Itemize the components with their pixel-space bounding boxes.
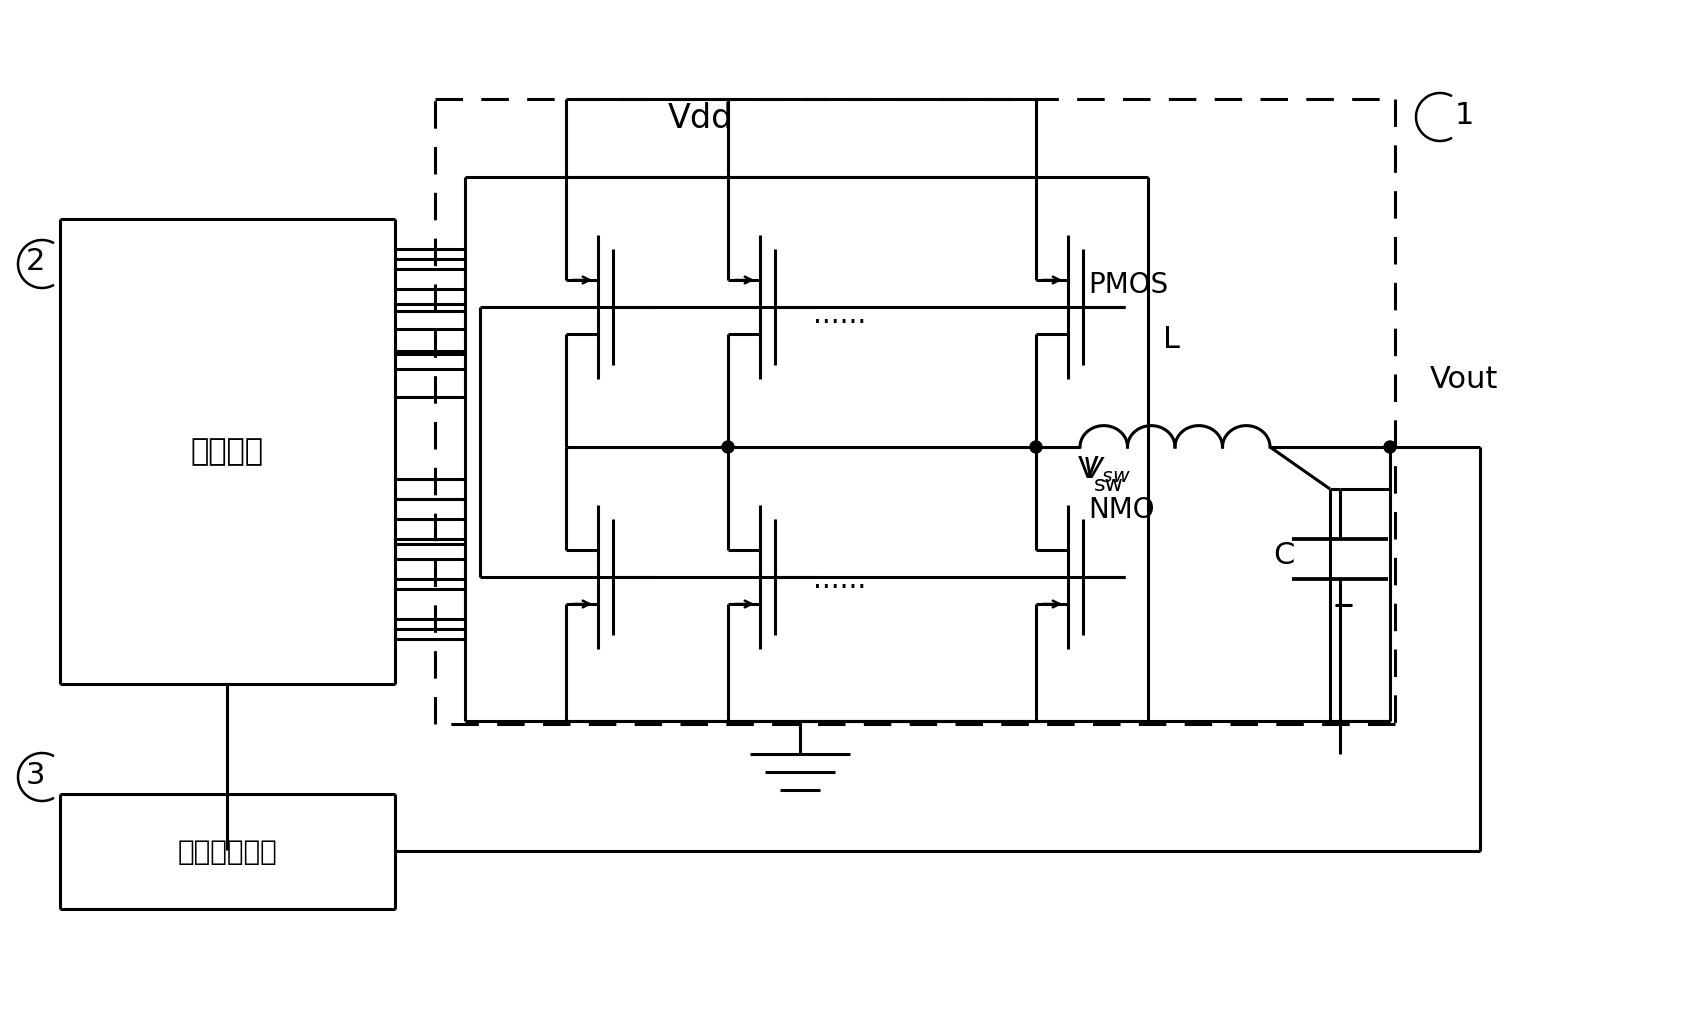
Text: $V_{sw}$: $V_{sw}$ xyxy=(1082,454,1132,484)
Text: ......: ...... xyxy=(813,301,867,329)
Text: C: C xyxy=(1274,540,1294,569)
Text: PMOS: PMOS xyxy=(1088,271,1169,299)
Circle shape xyxy=(1384,441,1396,453)
Text: 反馈控制单元: 反馈控制单元 xyxy=(178,838,276,865)
Text: 2: 2 xyxy=(25,248,46,276)
Text: Vdd: Vdd xyxy=(667,102,734,135)
Circle shape xyxy=(1030,441,1042,453)
Circle shape xyxy=(722,441,734,453)
Text: V: V xyxy=(1077,455,1099,484)
Text: NMO: NMO xyxy=(1088,495,1155,524)
Text: 驱动单元: 驱动单元 xyxy=(190,437,264,466)
Text: 3: 3 xyxy=(25,760,46,789)
Text: Vout: Vout xyxy=(1430,365,1499,394)
Text: sw: sw xyxy=(1094,475,1123,494)
Text: 1: 1 xyxy=(1455,101,1474,129)
Text: ......: ...... xyxy=(813,566,867,593)
Text: L: L xyxy=(1164,325,1181,355)
